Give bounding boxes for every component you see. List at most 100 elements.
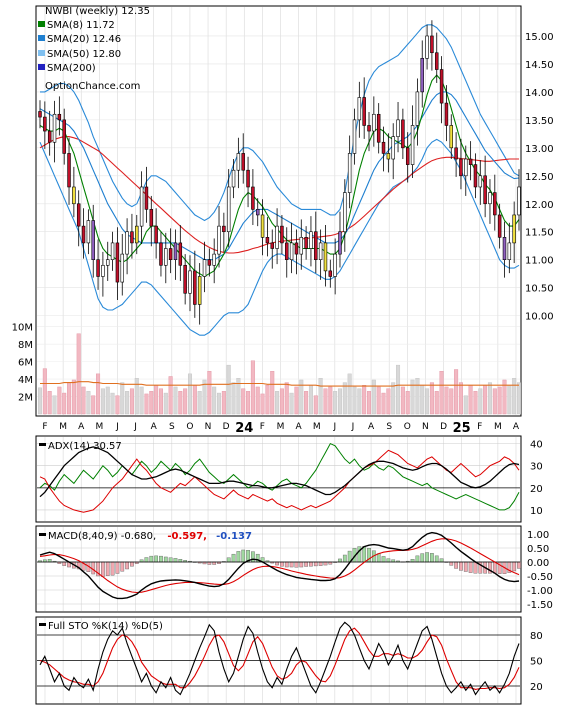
candle-body bbox=[507, 242, 512, 260]
candle-body bbox=[43, 116, 47, 132]
macd-value: MACD(8,40,9) -0.680, bbox=[48, 531, 156, 542]
x-tick-label: A bbox=[513, 422, 520, 432]
sma8-line bbox=[39, 74, 520, 278]
candle-body bbox=[231, 169, 236, 188]
volume-bar bbox=[236, 378, 241, 415]
volume-bar bbox=[76, 333, 81, 415]
macd-histogram-bar bbox=[313, 561, 318, 567]
adx-tick-label: 30 bbox=[530, 462, 543, 473]
volume-tick-label: 8M bbox=[18, 340, 33, 351]
volume-bar bbox=[134, 378, 139, 415]
volume-bar bbox=[308, 385, 313, 415]
volume-bar bbox=[468, 385, 473, 415]
volume-tick-label: 10M bbox=[12, 323, 33, 334]
candle-body bbox=[376, 113, 381, 143]
candle-body bbox=[454, 147, 458, 160]
volume-bar bbox=[178, 391, 183, 415]
macd-tick-label: -1.00 bbox=[527, 586, 553, 597]
candle-body bbox=[304, 237, 308, 249]
candle-body bbox=[149, 209, 154, 227]
volume-tick-label: 6M bbox=[18, 358, 33, 369]
volume-bar bbox=[217, 392, 222, 415]
volume-bar bbox=[429, 382, 434, 415]
legend-swatch-sma20 bbox=[38, 35, 45, 41]
x-tick-label: F bbox=[477, 422, 482, 432]
volume-bar bbox=[371, 379, 376, 415]
candle-body bbox=[139, 186, 144, 227]
candle-body bbox=[512, 214, 516, 244]
adx-label-swatch bbox=[39, 443, 46, 446]
macd-histogram-bar bbox=[304, 561, 308, 567]
sma50-line bbox=[39, 136, 519, 254]
x-tick-label: M bbox=[313, 422, 321, 432]
macd-histogram-bar bbox=[207, 561, 212, 565]
sto-d-line bbox=[39, 627, 520, 690]
candle-body bbox=[449, 125, 453, 149]
candle-body bbox=[168, 248, 173, 260]
volume-bar bbox=[352, 386, 357, 415]
candle-body bbox=[110, 242, 115, 260]
candle-body bbox=[420, 58, 424, 93]
volume-bar bbox=[318, 378, 323, 415]
price-panel-frame bbox=[35, 5, 522, 417]
candle-body bbox=[52, 113, 57, 143]
x-tick-label: J bbox=[115, 422, 119, 432]
volume-bar bbox=[226, 364, 231, 415]
macd-histogram-bar bbox=[236, 551, 241, 563]
candle-body bbox=[207, 259, 212, 266]
candle-body bbox=[464, 158, 468, 177]
candle-body bbox=[362, 97, 366, 126]
candle-body bbox=[246, 169, 250, 188]
candle-body bbox=[255, 209, 260, 216]
macd-histogram-bar bbox=[173, 558, 178, 563]
candle-body bbox=[401, 119, 405, 149]
price-tick-label: 11.00 bbox=[525, 256, 554, 267]
volume-bar bbox=[149, 391, 154, 415]
candle-body bbox=[265, 237, 270, 244]
candle-body bbox=[154, 225, 158, 244]
macd-histogram-bar bbox=[309, 561, 313, 567]
candle-body bbox=[459, 158, 463, 177]
volume-bar bbox=[52, 395, 57, 415]
candle-body bbox=[386, 153, 391, 160]
macd-tick-label: 1.00 bbox=[527, 530, 549, 541]
volume-bar bbox=[154, 385, 159, 415]
adx-tick-label: 40 bbox=[530, 440, 543, 451]
macd-histogram-bar bbox=[110, 561, 115, 576]
macd-histogram-bar bbox=[338, 558, 342, 563]
macd-histogram-bar bbox=[512, 561, 517, 572]
candle-body bbox=[323, 242, 328, 272]
candle-body bbox=[405, 147, 410, 165]
candle-body bbox=[367, 125, 371, 132]
volume-bar bbox=[313, 395, 318, 415]
macd-histogram-bar bbox=[275, 561, 279, 566]
price-tick-label: 12.00 bbox=[525, 200, 554, 211]
price-legend: NWBI (weekly) 12.35 SMA(8) 11.72 SMA(20)… bbox=[38, 6, 150, 92]
macd-histogram-bar bbox=[386, 558, 391, 563]
macd-histogram-bar bbox=[342, 554, 347, 563]
candle-body bbox=[178, 242, 183, 266]
volume-bar bbox=[202, 379, 207, 415]
adx-panel-frame bbox=[35, 435, 522, 523]
volume-bar bbox=[415, 378, 420, 415]
volume-bar bbox=[299, 379, 304, 415]
volume-bar bbox=[497, 386, 502, 415]
candle-body bbox=[410, 125, 415, 165]
volume-bar bbox=[410, 379, 415, 415]
volume-bar bbox=[265, 385, 270, 415]
volume-bar bbox=[246, 391, 251, 415]
volume-bar bbox=[386, 388, 391, 415]
macd-tick-label: -0.50 bbox=[527, 572, 553, 583]
volume-bar bbox=[487, 382, 492, 415]
volume-bar bbox=[279, 388, 284, 415]
candle-body bbox=[497, 214, 502, 238]
candle-body bbox=[309, 231, 313, 249]
volume-bar bbox=[333, 391, 338, 415]
candle-body bbox=[96, 259, 100, 277]
volume-average-line bbox=[40, 381, 519, 387]
volume-bar bbox=[376, 386, 381, 415]
x-tick-label: F bbox=[260, 422, 265, 432]
volume-bar bbox=[129, 388, 134, 415]
macd-histogram-bar bbox=[376, 553, 381, 563]
macd-histogram-bar bbox=[420, 553, 425, 563]
